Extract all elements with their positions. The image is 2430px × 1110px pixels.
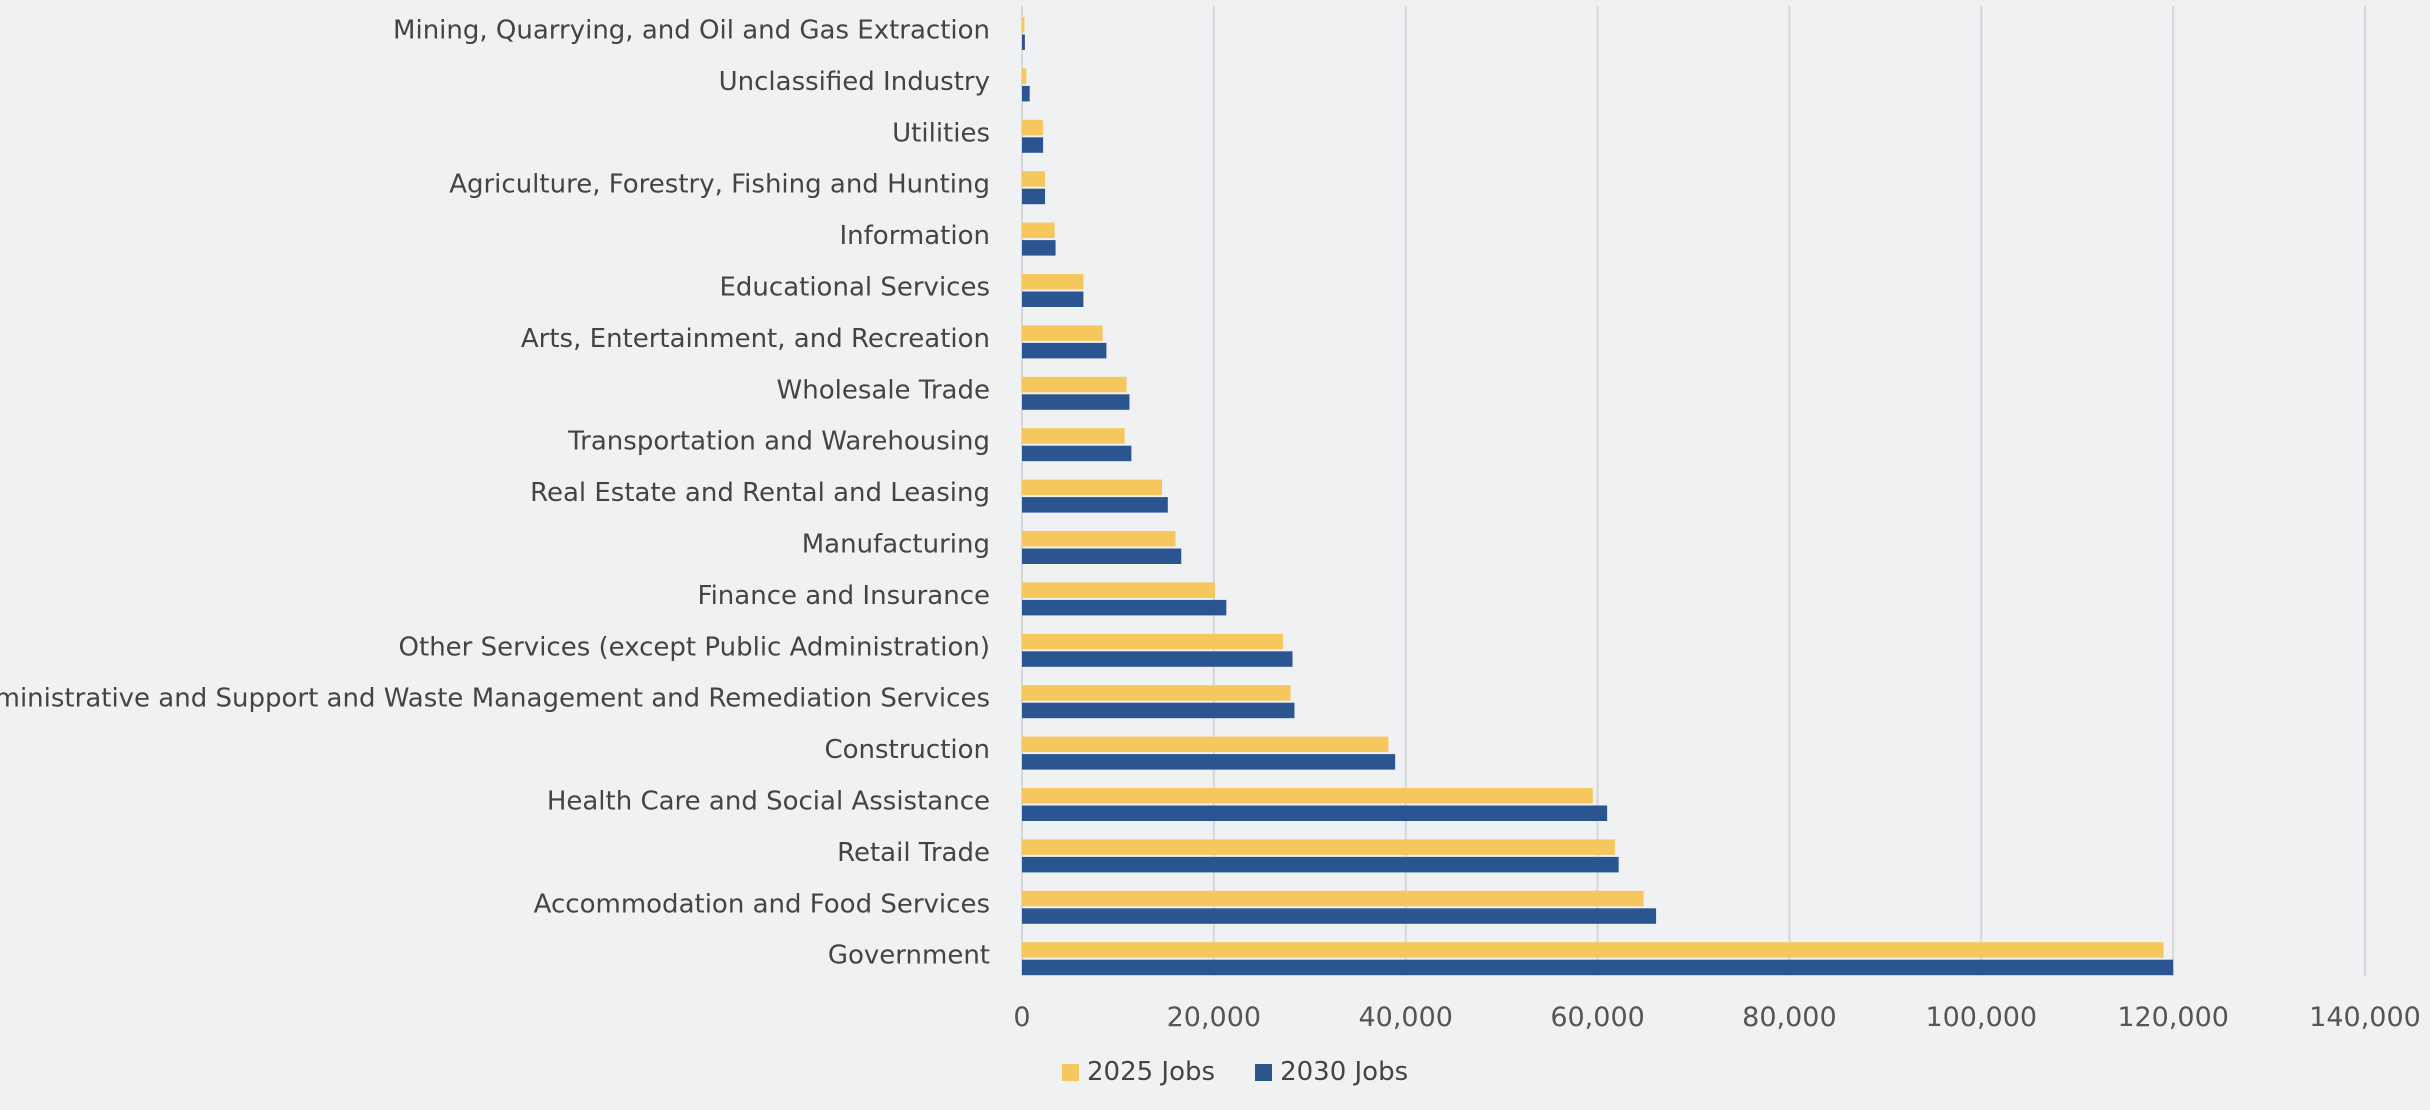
bar-2030 — [1022, 342, 1107, 359]
x-tick-label: 100,000 — [1925, 1002, 2037, 1033]
bar-2025 — [1022, 633, 1283, 650]
category-label: Construction — [824, 735, 990, 765]
category-label: Agriculture, Forestry, Fishing and Hunti… — [449, 170, 990, 200]
category-label: Retail Trade — [837, 838, 990, 868]
category-label: Unclassified Industry — [719, 67, 990, 97]
legend: 2025 Jobs 2030 Jobs — [1062, 1057, 1408, 1087]
legend-item-2025: 2025 Jobs — [1062, 1057, 1215, 1087]
category-label: Wholesale Trade — [777, 375, 990, 405]
category-label: Health Care and Social Assistance — [547, 787, 990, 817]
legend-label-2025: 2025 Jobs — [1087, 1057, 1216, 1087]
category-label: Manufacturing — [802, 530, 990, 560]
bar-2030 — [1022, 445, 1132, 462]
bar-2030 — [1022, 497, 1168, 513]
bar-2030 — [1022, 754, 1396, 770]
category-label: Utilities — [892, 118, 990, 148]
bar-2025 — [1022, 788, 1593, 804]
bar-2030 — [1022, 548, 1182, 564]
bar-2025 — [1022, 531, 1176, 547]
category-label: Other Services (except Public Administra… — [399, 632, 990, 662]
category-labels: Mining, Quarrying, and Oil and Gas Extra… — [0, 16, 990, 971]
category-label: Information — [839, 221, 990, 251]
bar-2030 — [1022, 240, 1056, 256]
x-tick-label: 20,000 — [1167, 1002, 1261, 1033]
category-label: Arts, Entertainment, and Recreation — [521, 324, 990, 354]
bar-2030 — [1022, 291, 1084, 307]
x-tick-label: 140,000 — [2309, 1002, 2421, 1033]
bar-2025 — [1022, 890, 1644, 907]
x-tick-label: 120,000 — [2117, 1002, 2229, 1033]
bar-2025 — [1022, 274, 1084, 290]
bar-2025 — [1022, 428, 1125, 444]
bar-2030 — [1022, 702, 1295, 719]
legend-label-2030: 2030 Jobs — [1280, 1057, 1409, 1087]
bar-2030 — [1022, 651, 1293, 667]
legend-swatch-2025 — [1062, 1063, 1079, 1081]
bar-2025 — [1022, 582, 1215, 598]
bar-2025 — [1022, 119, 1044, 136]
bar-2025 — [1022, 376, 1127, 393]
bar-2025 — [1022, 942, 2164, 958]
x-tick-label: 40,000 — [1358, 1002, 1452, 1033]
x-tick-label: 80,000 — [1742, 1002, 1836, 1033]
legend-item-2030: 2030 Jobs — [1255, 1057, 1408, 1087]
bar-2030 — [1022, 908, 1657, 924]
category-label: Transportation and Warehousing — [567, 427, 990, 457]
category-label: Accommodation and Food Services — [534, 889, 990, 919]
bar-2025 — [1022, 736, 1389, 753]
x-tick-label: 60,000 — [1550, 1002, 1644, 1033]
category-label: Administrative and Support and Waste Man… — [0, 684, 990, 714]
bar-2030 — [1022, 599, 1227, 616]
bar-2025 — [1022, 839, 1615, 855]
bar-2025 — [1022, 325, 1103, 341]
bar-2025 — [1022, 171, 1046, 187]
bar-2025 — [1022, 222, 1055, 239]
legend-swatch-2030 — [1255, 1063, 1273, 1081]
category-label: Real Estate and Rental and Leasing — [530, 478, 990, 508]
bar-2030 — [1022, 137, 1044, 153]
bar-2030 — [1022, 85, 1030, 102]
bar-2030 — [1022, 856, 1619, 873]
bar-2030 — [1022, 805, 1608, 821]
bar-2030 — [1022, 188, 1046, 205]
bar-2025 — [1022, 685, 1291, 701]
x-tick-label: 0 — [1013, 1002, 1030, 1033]
bar-2030 — [1022, 394, 1130, 410]
bar-2025 — [1022, 479, 1163, 496]
bars — [1022, 17, 2174, 976]
category-label: Finance and Insurance — [698, 581, 990, 611]
gridlines — [1021, 6, 2366, 976]
x-tick-labels: 0 20,000 40,000 60,000 80,000 100,000 120,000 1… — [1013, 1002, 2420, 1033]
category-label: Government — [828, 941, 990, 971]
category-label: Educational Services — [720, 273, 991, 303]
bar-2025 — [1022, 68, 1027, 84]
bar-2030 — [1022, 959, 2174, 976]
bar-2025 — [1022, 17, 1025, 33]
bar-2030 — [1022, 34, 1025, 50]
category-label: Mining, Quarrying, and Oil and Gas Extra… — [393, 16, 990, 46]
